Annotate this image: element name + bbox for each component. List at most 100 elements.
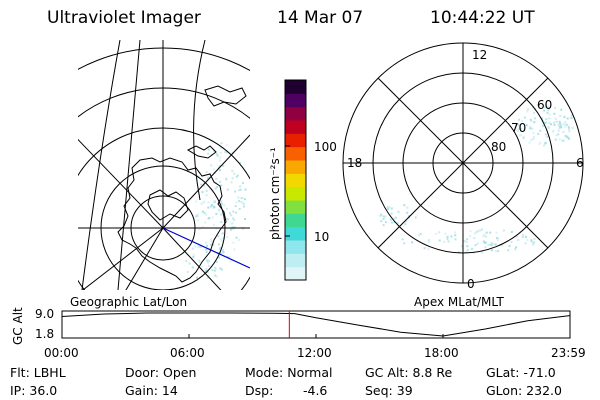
aurora-pixel [450,235,453,238]
aurora-pixel [461,245,463,248]
altitude-ytick-max: 9.0 [35,307,55,321]
aurora-pixel [384,215,387,218]
aurora-pixel [464,251,467,254]
aurora-pixel [215,153,218,156]
aurora-pixel [231,177,234,180]
aurora-pixel [207,217,210,220]
aurora-pixel [394,216,397,219]
aurora-pixel [210,240,213,243]
aurora-pixel [466,245,469,248]
aurora-pixel [487,244,490,247]
subsolar-meridian-line [162,227,250,269]
aurora-pixel [220,146,223,149]
aurora-pixel [522,234,525,236]
aurora-pixel [519,134,522,137]
aurora-pixel [225,207,228,210]
aurora-pixel [491,243,494,245]
aurora-pixel [419,232,422,235]
aurora-pixel [192,255,195,258]
ip-readout: IP: 36.0 [10,383,58,398]
aurora-pixel [207,148,210,151]
aurora-pixel [562,131,565,133]
aurora-pixel [222,236,225,239]
geographic-map [78,40,250,290]
observation-date: 14 Mar 07 [277,8,364,28]
aurora-pixel [525,124,528,127]
aurora-pixel [210,164,213,167]
aurora-pixel [530,139,533,142]
colorbar-band [285,93,306,108]
aurora-pixel [225,144,228,147]
aurora-pixel [206,277,209,279]
aurora-pixel [192,253,195,256]
aurora-pixel [563,123,565,126]
aurora-pixel [405,220,408,223]
door-readout: Door: Open [125,365,197,380]
aurora-pixel [205,250,208,253]
aurora-pixel [213,201,216,204]
aurora-pixel [564,121,567,124]
aurora-pixel [507,249,510,252]
aurora-pixel [211,188,214,191]
aurora-pixel [557,133,560,136]
aurora-pixel [185,259,188,262]
aurora-pixel [532,243,535,246]
aurora-pixel [220,239,223,242]
colorbar-band [285,173,306,188]
aurora-pixel [533,241,536,244]
aurora-pixel [546,135,549,138]
aurora-pixel [502,229,505,232]
aurora-pixel [233,226,236,229]
aurora-pixel [234,205,237,208]
aurora-pixel [559,125,562,128]
aurora-pixel [510,240,513,243]
aurora-pixel [533,121,536,124]
aurora-pixel [240,201,243,204]
filter-readout: Flt: LBHL [10,365,66,380]
aurora-pixel [242,227,244,230]
aurora-pixel [548,106,551,108]
aurora-pixel [494,243,497,246]
aurora-pixel [473,237,476,240]
left-map-title: Geographic Lat/Lon [70,295,188,309]
aurora-pixel [553,112,556,115]
aurora-pixel [554,106,557,109]
aurora-pixel [218,256,221,259]
aurora-pixel [232,241,235,244]
altitude-xtick-1800: 18:00 [424,346,459,360]
aurora-pixel [557,129,560,132]
colorbar-band [285,213,306,228]
aurora-pixel [561,139,564,142]
aurora-pixel [474,231,477,234]
colorbar-band [285,106,306,121]
aurora-pixel [563,139,566,142]
aurora-pixel [471,247,474,250]
aurora-pixel [543,143,546,146]
aurora-pixel [199,245,202,248]
aurora-pixel [559,115,562,117]
aurora-pixel [490,249,493,251]
aurora-pixel [522,136,525,139]
aurora-pixel [384,221,387,224]
meridian-lines [78,40,250,290]
aurora-pixel [427,248,430,251]
aurora-pixel [491,244,494,247]
aurora-pixel [217,208,220,211]
aurora-pixel [229,212,231,215]
aurora-pixel [403,204,406,207]
aurora-pixel [220,200,222,203]
instrument-title: Ultraviolet Imager [47,8,201,28]
aurora-pixel [207,176,210,179]
altitude-ylabel: GC Alt [11,307,25,345]
colorbar-band [285,240,306,254]
aurora-pixel [544,141,547,144]
aurora-pixel [530,120,533,122]
aurora-pixel [548,126,550,129]
right-aurora-emission [379,104,574,254]
aurora-pixel [463,240,466,243]
aurora-pixel [529,127,532,130]
aurora-pixel [518,134,521,137]
aurora-pixel [217,235,220,238]
altitude-xtick-0600: 06:00 [170,346,205,360]
aurora-pixel [524,235,527,238]
